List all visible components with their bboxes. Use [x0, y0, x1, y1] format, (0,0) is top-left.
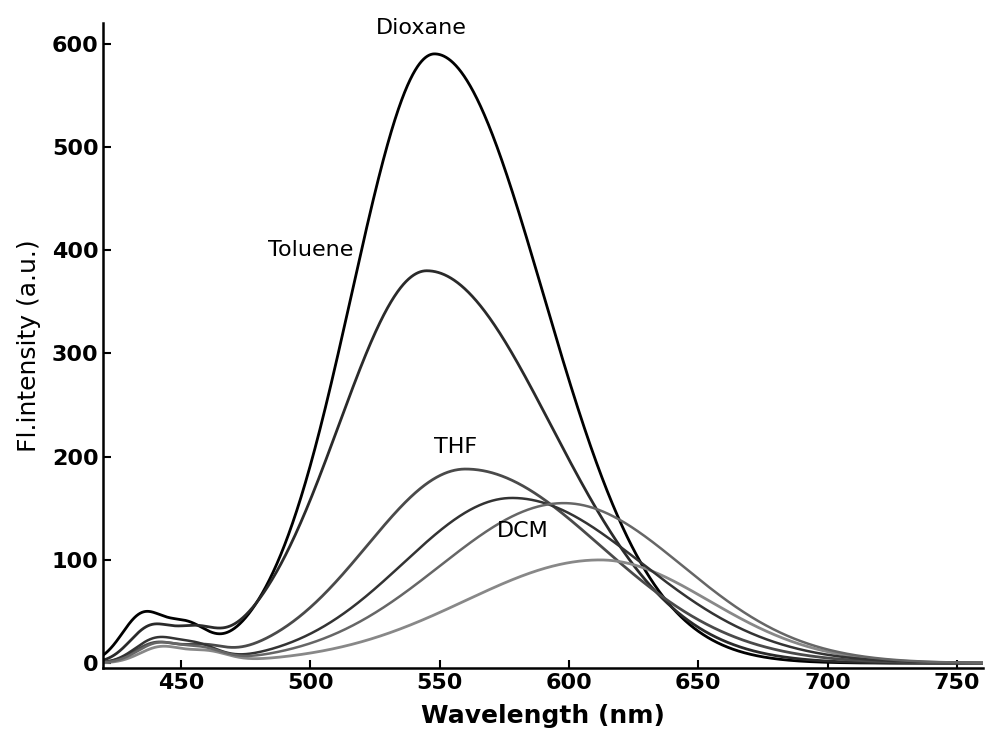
- Text: THF: THF: [434, 437, 477, 457]
- Text: Dioxane: Dioxane: [376, 19, 467, 39]
- Text: Toluene: Toluene: [268, 241, 353, 261]
- Text: DCM: DCM: [497, 522, 548, 542]
- X-axis label: Wavelength (nm): Wavelength (nm): [421, 704, 665, 729]
- Y-axis label: Fl.intensity (a.u.): Fl.intensity (a.u.): [17, 239, 41, 452]
